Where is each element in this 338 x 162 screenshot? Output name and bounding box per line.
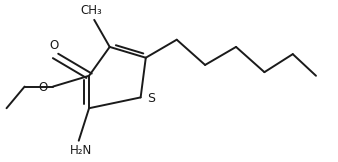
Text: H₂N: H₂N xyxy=(70,144,93,157)
Text: S: S xyxy=(147,92,155,105)
Text: CH₃: CH₃ xyxy=(81,4,102,17)
Text: O: O xyxy=(39,81,48,94)
Text: O: O xyxy=(50,39,59,52)
